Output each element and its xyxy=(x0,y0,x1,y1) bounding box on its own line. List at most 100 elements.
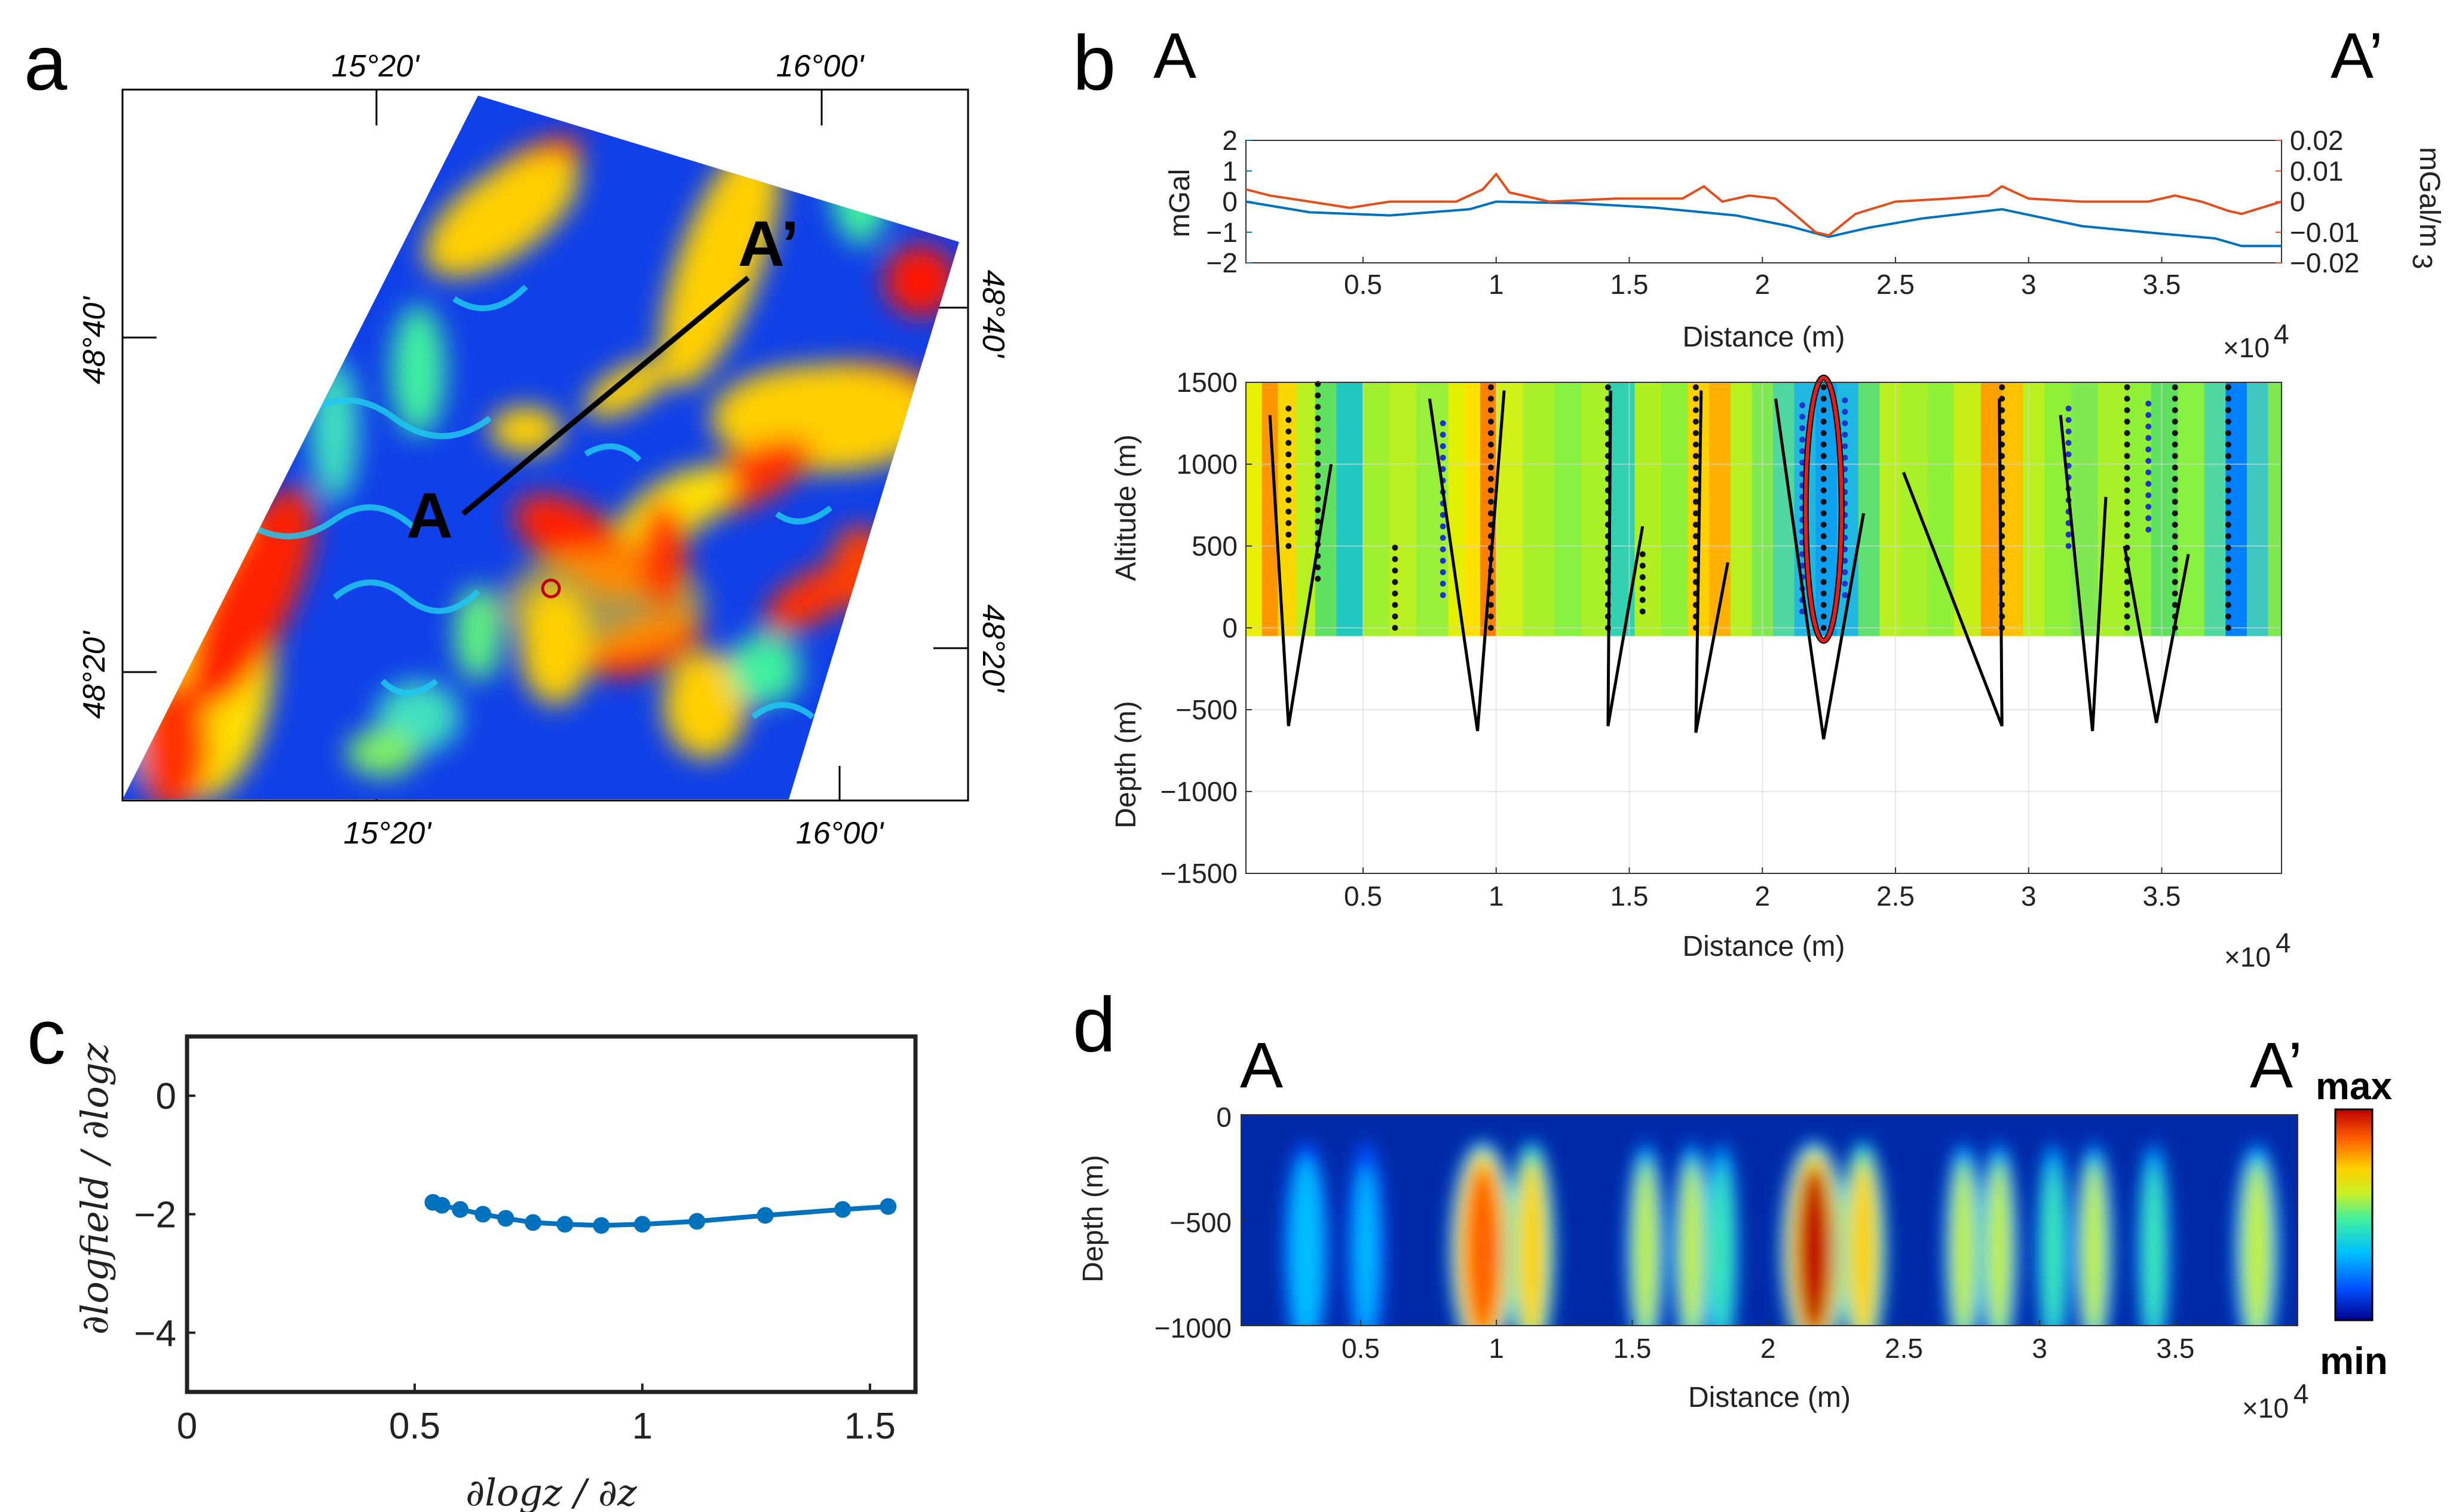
x-tick-label: 0.5 xyxy=(1342,1333,1380,1364)
euler-solution-dot xyxy=(1285,531,1292,538)
euler-solution-dot xyxy=(2124,441,2130,448)
euler-solution-dot xyxy=(2065,405,2072,412)
euler-solution-dot xyxy=(1487,407,1494,413)
profile-start-label: A xyxy=(406,479,453,551)
euler-solution-dot xyxy=(2145,446,2152,453)
euler-solution-dot xyxy=(2145,480,2152,487)
y-tick-label: −4 xyxy=(134,1313,176,1354)
euler-solution-dot xyxy=(1692,395,1699,402)
right-y-tick-label: 0 xyxy=(2290,186,2305,217)
fault-interpretation-line xyxy=(1428,390,1506,731)
euler-solution-dot xyxy=(1440,546,1446,553)
upper-y-axis-label: Altitude (m) xyxy=(1110,434,1142,581)
fault-interpretation-line xyxy=(2123,545,2190,723)
euler-solution-dot xyxy=(1820,430,1827,436)
euler-solution-dot xyxy=(2225,395,2231,402)
euler-solution-dot xyxy=(1487,464,1494,471)
x-exponent-power: 4 xyxy=(2276,927,2291,958)
x-tick-label: 3 xyxy=(2021,269,2037,300)
euler-solution-dot xyxy=(2225,522,2231,528)
right-y-axis-label-power: 3 xyxy=(2407,254,2438,269)
y-tick-label: −500 xyxy=(1169,1207,1232,1238)
left-y-tick-label: −2 xyxy=(1206,247,1238,278)
euler-solution-dot xyxy=(1440,581,1446,587)
fault-interpretation-line xyxy=(1902,398,2004,727)
field-column xyxy=(2178,382,2205,636)
euler-solution-dot xyxy=(1285,508,1292,515)
euler-solution-dot xyxy=(1440,557,1446,564)
euler-solution-dot xyxy=(2124,487,2130,493)
panel-d: d A A’ 0.5 1 1.5 2 2.5 3 3.5 0 −500 −1000 Distance… xyxy=(1073,981,2392,1424)
euler-solution-dot xyxy=(1799,436,1806,443)
y-tick-label: −1000 xyxy=(1160,776,1238,807)
fault-interpretation-line xyxy=(1774,398,1866,740)
euler-solution-dot xyxy=(1487,430,1494,436)
lower-y-axis-label: Depth (m) xyxy=(1110,701,1142,828)
y-tick-label: 1500 xyxy=(1177,367,1238,398)
heatmap-blobs xyxy=(1282,1140,2281,1326)
euler-solution-dot xyxy=(2225,453,2231,459)
source-depth-section-chart: 0.5 1 1.5 2 2.5 3 3.5 0 −500 −1000 Distance (m) ×10… xyxy=(1077,1102,2309,1424)
source-blob xyxy=(2044,1166,2062,1326)
euler-solution-dot xyxy=(1820,568,1827,574)
heatmap-background xyxy=(1241,1115,2298,1326)
euler-solution-dot xyxy=(2172,602,2178,608)
euler-solution-dot xyxy=(1842,420,1848,427)
field-column xyxy=(1523,382,1555,636)
x-axis-label: Distance (m) xyxy=(1688,1382,1851,1413)
field-column xyxy=(1661,382,1689,636)
data-point xyxy=(757,1207,774,1224)
panel-b-letter: b xyxy=(1073,19,1116,106)
left-y-tick-label: 1 xyxy=(1222,155,1238,186)
top-lon-label: 15°20' xyxy=(332,49,420,84)
euler-solution-dot xyxy=(1285,428,1292,435)
y-tick-label: −1500 xyxy=(1160,858,1238,889)
euler-solution-dot xyxy=(1315,495,1321,502)
y-tick-label: −500 xyxy=(1175,694,1238,725)
euler-solution-dot xyxy=(2124,464,2130,471)
euler-solution-dot xyxy=(1285,474,1292,480)
euler-solution-dot xyxy=(2225,441,2231,448)
field-column xyxy=(2002,382,2024,636)
euler-solution-dot xyxy=(1440,455,1446,461)
euler-solution-dot xyxy=(2172,499,2178,505)
euler-solution-dot xyxy=(1820,464,1827,471)
euler-solution-dot xyxy=(1842,569,1848,575)
right-lat-label: 48°40' xyxy=(976,270,1010,358)
euler-solution-dot xyxy=(1285,486,1292,492)
euler-solution-dot xyxy=(1392,568,1398,574)
euler-solution-dot xyxy=(2065,440,2072,446)
euler-solution-dot xyxy=(1639,608,1646,615)
x-exponent-power: 4 xyxy=(2293,1378,2309,1409)
data-point xyxy=(880,1198,897,1215)
fault-interpretation-line xyxy=(1606,390,1645,726)
euler-solution-dot xyxy=(1842,557,1848,564)
euler-solution-dot xyxy=(1799,448,1806,455)
bottom-lon-label: 15°20' xyxy=(344,816,432,851)
field-column xyxy=(2204,382,2227,636)
x-tick-label: 1 xyxy=(632,1406,653,1447)
highlight-ellipse xyxy=(1803,376,1844,643)
euler-solution-dot xyxy=(2225,476,2231,482)
map-marker xyxy=(541,578,561,599)
euler-solution-dot xyxy=(1285,405,1292,412)
euler-solution-dot xyxy=(2124,613,2130,619)
euler-solution-dot xyxy=(2225,544,2231,551)
fault-interpretation-line xyxy=(2059,415,2108,731)
data-point xyxy=(688,1213,706,1230)
field-column xyxy=(2023,382,2045,636)
x-tick-label: 0.5 xyxy=(1344,269,1382,300)
x-tick-label: 1.5 xyxy=(1610,269,1649,300)
euler-solution-dot xyxy=(1820,487,1827,493)
euler-solution-dot xyxy=(1820,407,1827,413)
euler-solution-dot xyxy=(2145,435,2152,441)
euler-solution-dot xyxy=(2124,499,2130,505)
euler-solution-dot xyxy=(1692,487,1699,493)
euler-solution-dot xyxy=(1639,574,1646,581)
euler-solution-dot xyxy=(2124,522,2130,528)
euler-solution-dot xyxy=(1285,462,1292,469)
euler-solution-dot xyxy=(1820,602,1827,608)
euler-solution-dot xyxy=(2225,430,2231,436)
euler-solution-dot xyxy=(2172,418,2178,425)
